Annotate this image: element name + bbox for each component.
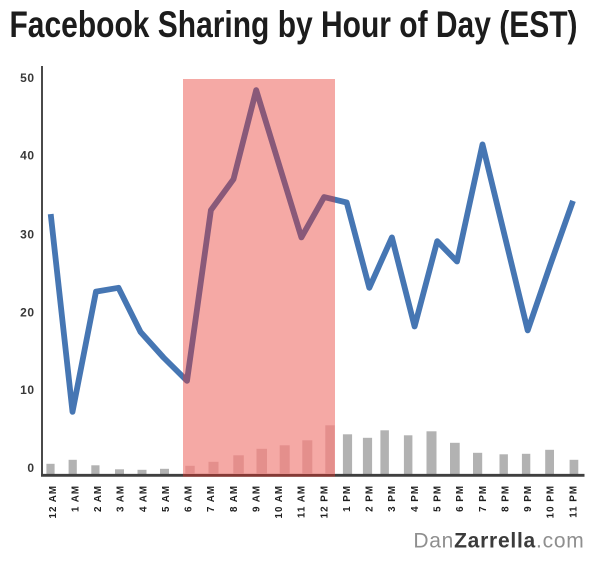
svg-text:1 AM: 1 AM xyxy=(70,485,81,512)
svg-text:10: 10 xyxy=(20,383,34,397)
svg-text:8 AM: 8 AM xyxy=(229,485,240,512)
svg-text:5 PM: 5 PM xyxy=(433,485,444,512)
svg-text:12 AM: 12 AM xyxy=(48,485,59,519)
svg-text:9 AM: 9 AM xyxy=(252,485,263,512)
svg-text:2 PM: 2 PM xyxy=(365,485,376,512)
svg-text:7 AM: 7 AM xyxy=(206,485,217,512)
svg-text:40: 40 xyxy=(20,149,34,163)
svg-text:10 PM: 10 PM xyxy=(546,485,557,518)
svg-text:11 AM: 11 AM xyxy=(297,485,308,518)
svg-text:1 PM: 1 PM xyxy=(342,485,353,512)
svg-text:3 PM: 3 PM xyxy=(387,485,398,512)
svg-text:10 AM: 10 AM xyxy=(274,485,285,519)
svg-text:9 PM: 9 PM xyxy=(523,485,534,512)
svg-text:30: 30 xyxy=(20,227,34,241)
svg-text:4 AM: 4 AM xyxy=(138,485,149,512)
svg-text:6 PM: 6 PM xyxy=(455,485,466,512)
svg-text:11 PM: 11 PM xyxy=(568,485,579,518)
svg-text:12 PM: 12 PM xyxy=(319,485,330,518)
svg-text:6 AM: 6 AM xyxy=(184,485,195,512)
svg-text:4 PM: 4 PM xyxy=(410,485,421,512)
svg-text:7 PM: 7 PM xyxy=(478,485,489,512)
svg-text:20: 20 xyxy=(20,305,34,319)
svg-text:50: 50 xyxy=(20,71,34,85)
svg-text:DanZarrella.com: DanZarrella.com xyxy=(413,530,584,553)
svg-text:5 AM: 5 AM xyxy=(161,485,172,512)
svg-text:3 AM: 3 AM xyxy=(116,485,127,512)
svg-text:2 AM: 2 AM xyxy=(93,485,104,512)
svg-text:8 PM: 8 PM xyxy=(500,485,511,512)
svg-text:0: 0 xyxy=(27,461,34,475)
svg-text:Facebook Sharing by Hour of Da: Facebook Sharing by Hour of Day (EST) xyxy=(10,3,578,45)
